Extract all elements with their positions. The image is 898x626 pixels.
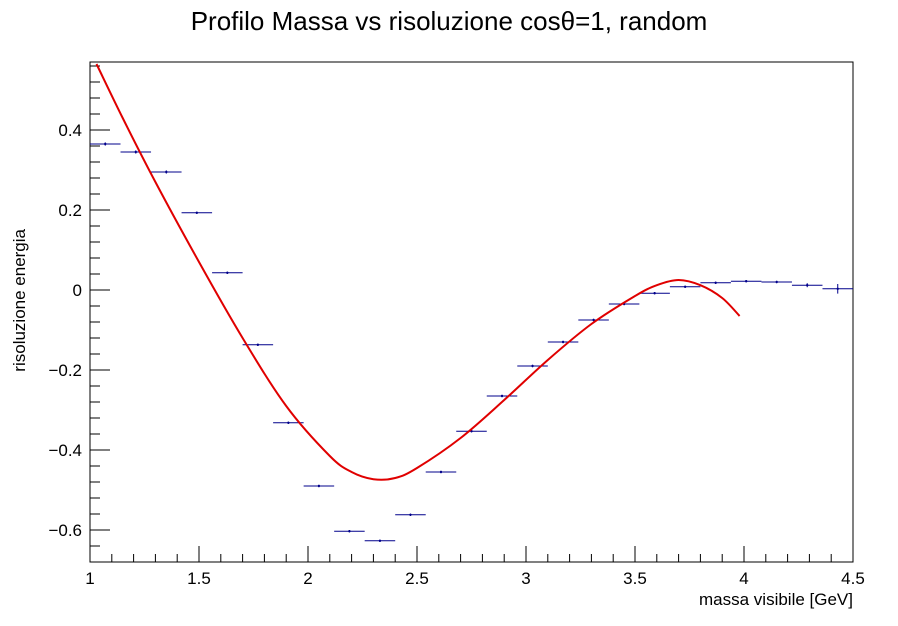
profile-point: [639, 292, 670, 295]
profile-point: [517, 364, 548, 368]
profile-point: [669, 285, 701, 288]
profile-point: [151, 170, 182, 174]
x-tick-label: 4: [739, 569, 748, 588]
plot-frame: [89, 61, 854, 563]
profile-point: [700, 281, 731, 284]
profile-point: [181, 211, 213, 214]
x-axis-label: massa visibile [GeV]: [699, 590, 853, 609]
profile-point: [364, 539, 396, 542]
profile-point: [212, 271, 243, 274]
profile-point: [761, 280, 792, 284]
y-tick-label: 0: [73, 281, 82, 300]
x-tick-label: 4.5: [841, 569, 865, 588]
y-tick-label: −0.2: [48, 361, 82, 380]
x-tick-label: 3: [521, 569, 530, 588]
profile-point: [730, 280, 762, 283]
profile-points: [90, 142, 853, 542]
x-tick-label: 2: [303, 569, 312, 588]
x-axis: 1 1.5 2 2.5 3 3.5 4 4.5: [85, 546, 865, 588]
fit-curve: [95, 63, 741, 481]
profile-point: [120, 150, 152, 154]
profile-point: [578, 318, 609, 322]
profile-point: [90, 142, 121, 146]
y-axis: −0.6 −0.4 −0.2 0 0.2 0.4: [48, 65, 110, 563]
chart-title: Profilo Massa vs risoluzione cosθ=1, ran…: [191, 6, 708, 36]
profile-point: [547, 340, 579, 344]
profile-point: [303, 484, 335, 488]
y-tick-label: 0.4: [58, 121, 82, 140]
x-tick-label: 2.5: [405, 569, 429, 588]
profile-point: [395, 513, 426, 516]
x-tick-label: 1.5: [187, 569, 211, 588]
x-tick-label: 3.5: [623, 569, 647, 588]
profile-point: [486, 394, 518, 398]
profile-point: [334, 530, 365, 533]
profile-point: [791, 283, 823, 288]
profile-point: [425, 470, 457, 474]
y-tick-label: −0.6: [48, 521, 82, 540]
y-axis-label: risoluzione energia: [10, 228, 29, 371]
y-tick-label: −0.4: [48, 441, 82, 460]
profile-point: [822, 284, 853, 294]
y-tick-label: 0.2: [58, 201, 82, 220]
x-tick-label: 1: [85, 569, 94, 588]
